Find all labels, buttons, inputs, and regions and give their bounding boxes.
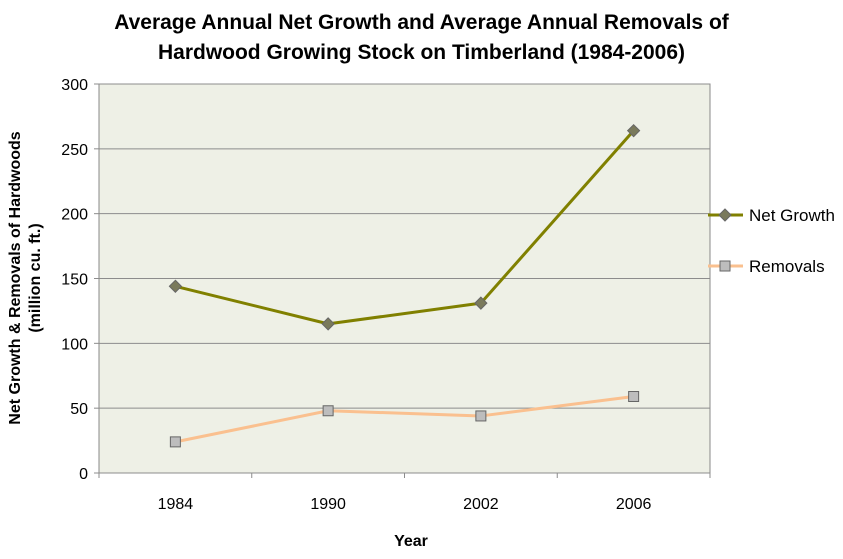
legend-item-removals: Removals bbox=[708, 257, 825, 276]
data-point-net-growth-1984 bbox=[168, 279, 183, 293]
x-tick-label-1984: 1984 bbox=[158, 496, 194, 513]
legend: Net Growth Removals bbox=[708, 206, 835, 276]
x-tick-label-2006: 2006 bbox=[616, 496, 652, 513]
x-tick-label-1990: 1990 bbox=[310, 496, 346, 513]
legend-item-net-growth: Net Growth bbox=[708, 206, 835, 225]
y-tick-label-250: 250 bbox=[61, 142, 88, 159]
legend-label-net-growth: Net Growth bbox=[749, 206, 835, 225]
data-point-removals-2002 bbox=[475, 410, 487, 422]
chart-title-line-2: Hardwood Growing Stock on Timberland (19… bbox=[157, 41, 686, 64]
data-point-removals-2006 bbox=[628, 390, 640, 402]
data-point-removals-1984 bbox=[169, 436, 181, 448]
series-line-removals bbox=[175, 395, 634, 444]
data-point-net-growth-1990 bbox=[321, 317, 335, 331]
legend-marker-removals bbox=[719, 260, 731, 272]
y-tick-label-0: 0 bbox=[79, 466, 88, 483]
chart-title: Average Annual Net Growth and Average An… bbox=[0, 8, 843, 68]
x-axis-title: Year bbox=[394, 533, 428, 550]
y-tick-label-300: 300 bbox=[61, 77, 88, 94]
chart-title-line-1: Average Annual Net Growth and Average An… bbox=[114, 11, 729, 34]
y-axis-title-line-2: (million cu. ft.) bbox=[27, 223, 44, 332]
y-axis-title-line-1: Net Growth & Removals of Hardwoods bbox=[7, 131, 24, 424]
series-removals bbox=[169, 390, 640, 448]
x-tick-label-2002: 2002 bbox=[463, 496, 499, 513]
legend-marker-net-growth bbox=[718, 208, 732, 222]
data-point-net-growth-2002 bbox=[474, 296, 488, 310]
series-line-net-growth bbox=[175, 129, 635, 326]
data-point-removals-1990 bbox=[322, 405, 334, 417]
data-point-net-growth-2006 bbox=[626, 123, 641, 138]
y-tick-label-200: 200 bbox=[61, 207, 88, 224]
y-tick-label-50: 50 bbox=[70, 401, 88, 418]
series-net-growth bbox=[168, 123, 641, 331]
y-tick-label-150: 150 bbox=[61, 272, 88, 289]
y-tick-label-100: 100 bbox=[61, 336, 88, 353]
legend-label-removals: Removals bbox=[749, 257, 825, 276]
